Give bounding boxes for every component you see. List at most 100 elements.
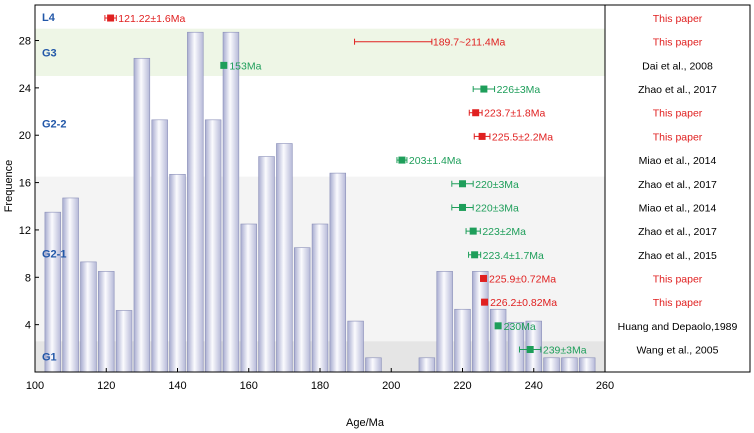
histogram-bar (311, 223, 329, 373)
x-tick-label: 160 (240, 380, 258, 392)
age-marker (480, 85, 488, 93)
histogram-bar (543, 357, 560, 373)
age-label: 220±3Ma (475, 179, 519, 191)
histogram-bar (222, 31, 240, 373)
age-marker (478, 132, 486, 140)
reference-label: Miao et al., 2014 (639, 155, 717, 167)
reference-column-frame (604, 4, 751, 373)
age-label: 121.22±1.6Ma (118, 13, 185, 25)
group-label: G3 (42, 47, 57, 59)
histogram-bar (62, 197, 79, 373)
age-marker (526, 346, 534, 354)
x-tick-label: 220 (453, 380, 471, 392)
reference-label: Wang et al., 2005 (637, 345, 719, 357)
reference-label: Huang and Depaolo,1989 (618, 321, 738, 333)
age-marker (480, 274, 488, 282)
histogram-bar (204, 119, 222, 373)
reference-labels: This paper This paper Dai et al., 2008 Zhao… (618, 13, 738, 356)
x-tick-label: 120 (97, 380, 115, 392)
histogram-bar (436, 271, 453, 373)
reference-label: This paper (653, 131, 703, 143)
histogram-bar (98, 271, 115, 373)
age-marker (469, 227, 477, 235)
y-tick-label: 8 (25, 272, 31, 284)
reference-label: Zhao et al., 2017 (638, 179, 717, 191)
age-label: 223±2Ma (482, 226, 526, 238)
x-tick-label: 100 (26, 380, 44, 392)
age-marker (220, 61, 228, 69)
y-axis-ticks: 4 8 12 16 20 24 28 (19, 36, 39, 332)
age-label: 153Ma (229, 60, 261, 72)
reference-label: This paper (653, 108, 703, 120)
y-tick-label: 4 (25, 320, 31, 332)
histogram-bar (418, 357, 436, 373)
age-markers: 121.22±1.6Ma 189.7~211.4Ma 153Ma 226±3Ma 223… (104, 13, 587, 357)
group-band-l4 (35, 5, 605, 29)
histogram-bar (329, 172, 347, 373)
x-tick-label: 240 (525, 380, 543, 392)
histogram-bars (44, 31, 596, 373)
age-marker (471, 251, 479, 259)
group-label: G2-1 (42, 249, 66, 261)
reference-label: Zhao et al., 2017 (638, 226, 717, 238)
age-label: 226.2±0.82Ma (490, 297, 557, 309)
x-tick-label: 260 (596, 380, 614, 392)
histogram-bar (561, 357, 578, 373)
age-marker (494, 322, 502, 330)
group-labels: L4 G3 G2-2 G2-1 G1 (42, 12, 66, 364)
age-marker (472, 109, 480, 117)
age-label: 223.4±1.7Ma (483, 250, 544, 262)
reference-label: Zhao et al., 2015 (638, 250, 717, 262)
age-marker (459, 203, 466, 211)
y-tick-label: 16 (19, 178, 31, 190)
reference-label: This paper (653, 273, 703, 285)
age-label: 239±3Ma (543, 345, 587, 357)
group-label: L4 (42, 12, 56, 24)
histogram-bar (489, 308, 507, 373)
reference-label: Miao et al., 2014 (639, 202, 717, 214)
reference-label: This paper (653, 297, 703, 309)
histogram-bar (472, 271, 489, 373)
age-label: 189.7~211.4Ma (433, 37, 506, 49)
age-marker (398, 156, 406, 164)
y-tick-label: 28 (19, 36, 31, 48)
reference-label: This paper (653, 13, 703, 25)
histogram-bar (115, 310, 133, 373)
histogram-bar (365, 357, 382, 373)
age-marker (107, 14, 115, 22)
histogram-bar (454, 308, 471, 373)
histogram-bar (347, 320, 364, 373)
x-axis-ticks: 100 120 140 160 180 200 220 240 260 (26, 368, 614, 392)
age-marker (459, 180, 466, 188)
histogram-bar (240, 223, 257, 373)
group-label: G2-2 (42, 118, 66, 130)
histogram-bar (578, 357, 596, 373)
histogram-bar (258, 156, 275, 373)
histogram-bar (151, 119, 168, 373)
x-tick-label: 200 (382, 380, 400, 392)
x-tick-label: 180 (311, 380, 329, 392)
age-marker (481, 298, 489, 306)
group-band-g2-2 (35, 76, 605, 177)
x-tick-label: 140 (168, 380, 186, 392)
histogram-bar (293, 247, 311, 373)
age-label: 223.7±1.8Ma (484, 108, 545, 120)
reference-label: Dai et al., 2008 (642, 60, 713, 72)
x-axis-title: Age/Ma (346, 417, 385, 429)
age-label: 230Ma (504, 321, 536, 333)
reference-label: This paper (653, 37, 703, 49)
y-tick-label: 12 (19, 225, 31, 237)
y-tick-label: 24 (19, 83, 31, 95)
group-label: G1 (42, 352, 57, 364)
age-label: 203±1.4Ma (409, 155, 462, 167)
histogram-bar (80, 261, 97, 373)
histogram-bar (276, 143, 293, 373)
y-tick-label: 20 (19, 130, 31, 142)
age-label: 225.5±2.2Ma (492, 131, 553, 143)
age-label: 220±3Ma (475, 202, 519, 214)
y-axis-title: Frequence (3, 160, 15, 213)
age-label: 226±3Ma (497, 84, 541, 96)
histogram-bar (44, 211, 62, 373)
histogram-bar (187, 31, 204, 373)
